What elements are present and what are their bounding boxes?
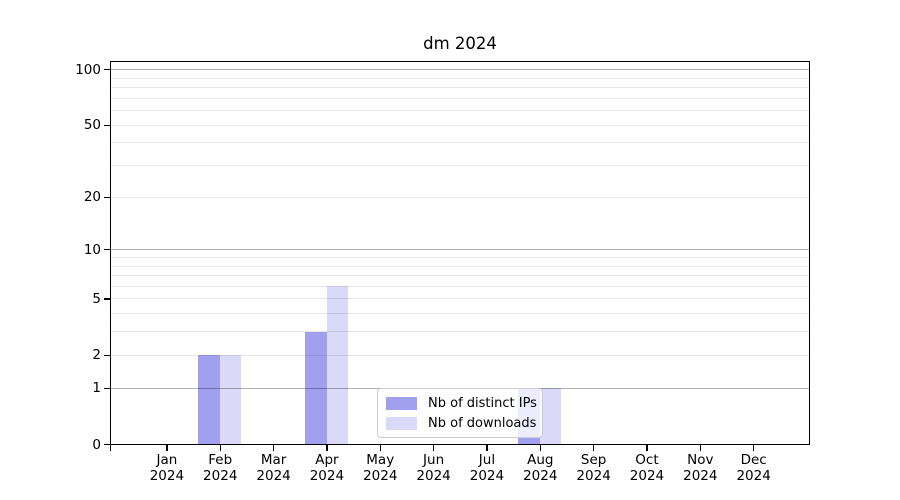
legend-label-downloads: Nb of downloads — [428, 415, 537, 431]
y-tick-label: 50 — [83, 117, 101, 134]
y-tick-mark — [104, 196, 110, 198]
gridline-major — [111, 69, 809, 71]
x-tick-label: Oct 2024 — [629, 452, 665, 484]
gridline-minor — [111, 285, 809, 287]
y-tick-mark — [104, 387, 110, 389]
x-tick-mark — [592, 445, 595, 451]
x-tick-label: Sep 2024 — [576, 452, 611, 484]
x-tick-label: Mar 2024 — [256, 452, 291, 484]
gridline-minor — [111, 97, 809, 99]
x-tick-mark — [752, 445, 755, 451]
gridline-minor — [111, 87, 809, 89]
x-tick-mark — [166, 445, 168, 451]
legend: Nb of distinct IPs Nb of downloads — [377, 388, 543, 438]
x-tick-label: Jan 2024 — [149, 452, 185, 484]
y-tick-mark — [104, 443, 110, 446]
y-tick-label: 20 — [83, 189, 101, 206]
x-tick-label: Feb 2024 — [203, 452, 238, 484]
gridline-minor — [111, 196, 809, 198]
x-tick-mark — [219, 445, 221, 451]
gridline-minor — [111, 77, 809, 79]
gridline-minor — [111, 265, 809, 267]
x-tick-label: Nov 2024 — [683, 452, 718, 484]
x-tick-mark — [432, 445, 435, 451]
chart-title: dm 2024 — [423, 34, 497, 53]
x-tick-label: Jun 2024 — [416, 452, 451, 484]
y-tick-label: 100 — [75, 61, 101, 78]
gridline-minor — [111, 110, 809, 112]
gridline-minor — [111, 165, 809, 167]
gridline-minor — [111, 298, 809, 300]
y-tick-label: 10 — [83, 241, 101, 258]
y-tick-label: 2 — [92, 347, 101, 364]
gridline-minor — [111, 257, 809, 258]
x-tick-label: Apr 2024 — [309, 452, 345, 484]
y-tick-label: 5 — [92, 290, 101, 307]
gridline-major — [111, 249, 809, 251]
y-tick-label: 1 — [92, 380, 101, 397]
x-tick-mark — [110, 445, 112, 451]
x-tick-label: Aug 2024 — [523, 452, 558, 484]
y-tick-mark — [104, 124, 110, 126]
gridline-minor — [111, 142, 809, 144]
gridline-minor — [111, 354, 809, 356]
bar-distinct-ips-apr — [304, 331, 327, 444]
x-tick-mark — [379, 445, 381, 451]
legend-swatch-downloads — [386, 416, 417, 430]
y-tick-mark — [104, 249, 110, 251]
x-tick-label: Jul 2024 — [469, 452, 505, 484]
legend-swatch-distinct-ips — [386, 396, 417, 410]
gridline-minor — [111, 331, 809, 333]
x-tick-label: May 2024 — [363, 452, 398, 484]
x-tick-mark — [646, 445, 648, 451]
y-tick-mark — [104, 354, 110, 356]
x-tick-label: Dec 2024 — [736, 452, 771, 484]
legend-item-downloads: Nb of downloads — [386, 415, 537, 431]
gridline-minor — [111, 275, 809, 277]
y-tick-label: 0 — [92, 436, 101, 453]
bar-downloads-apr — [326, 286, 348, 444]
y-tick-mark — [104, 69, 110, 71]
x-tick-mark — [326, 445, 328, 451]
bar-downloads-feb — [220, 355, 242, 444]
gridline-minor — [111, 313, 809, 315]
legend-label-distinct-ips: Nb of distinct IPs — [428, 395, 537, 411]
legend-item-distinct-ips: Nb of distinct IPs — [386, 395, 537, 411]
x-tick-mark — [486, 445, 488, 451]
bar-distinct-ips-feb — [198, 355, 221, 444]
x-tick-mark — [699, 445, 701, 451]
y-tick-mark — [104, 298, 110, 300]
x-tick-mark — [539, 445, 541, 451]
gridline-minor — [111, 124, 809, 126]
bar-downloads-aug — [540, 388, 562, 444]
x-tick-mark — [272, 445, 275, 451]
